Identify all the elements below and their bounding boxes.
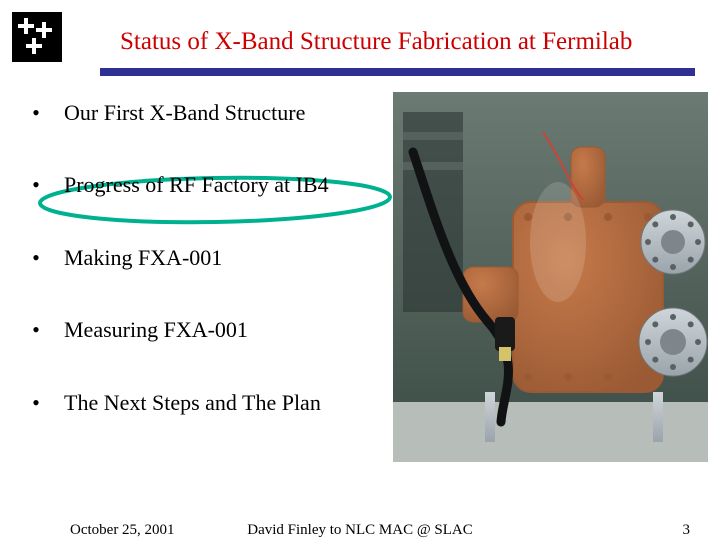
- bullet-label: Progress of RF Factory at IB4: [64, 172, 329, 198]
- page-title: Status of X-Band Structure Fabrication a…: [120, 28, 632, 56]
- bullet-item: • Our First X-Band Structure: [30, 100, 390, 126]
- bullet-item: • Making FXA-001: [30, 245, 390, 271]
- bullet-dot: •: [30, 245, 42, 271]
- bullet-dot: •: [30, 317, 42, 343]
- bullet-item: • The Next Steps and The Plan: [30, 390, 390, 416]
- fermilab-logo: [12, 12, 62, 62]
- bullet-label: Measuring FXA-001: [64, 317, 248, 343]
- bullet-label: The Next Steps and The Plan: [64, 390, 321, 416]
- equipment-photo: [393, 92, 708, 462]
- bullet-dot: •: [30, 100, 42, 126]
- bullet-dot: •: [30, 390, 42, 416]
- title-underline: [100, 68, 695, 76]
- bullet-item: • Progress of RF Factory at IB4: [30, 172, 390, 198]
- footer-center: David Finley to NLC MAC @ SLAC: [0, 522, 720, 539]
- bullet-label: Making FXA-001: [64, 245, 222, 271]
- bullet-label: Our First X-Band Structure: [64, 100, 305, 126]
- bullet-list: • Our First X-Band Structure • Progress of …: [30, 100, 390, 462]
- bullet-dot: •: [30, 172, 42, 198]
- bullet-item: • Measuring FXA-001: [30, 317, 390, 343]
- footer-page: 3: [683, 522, 691, 539]
